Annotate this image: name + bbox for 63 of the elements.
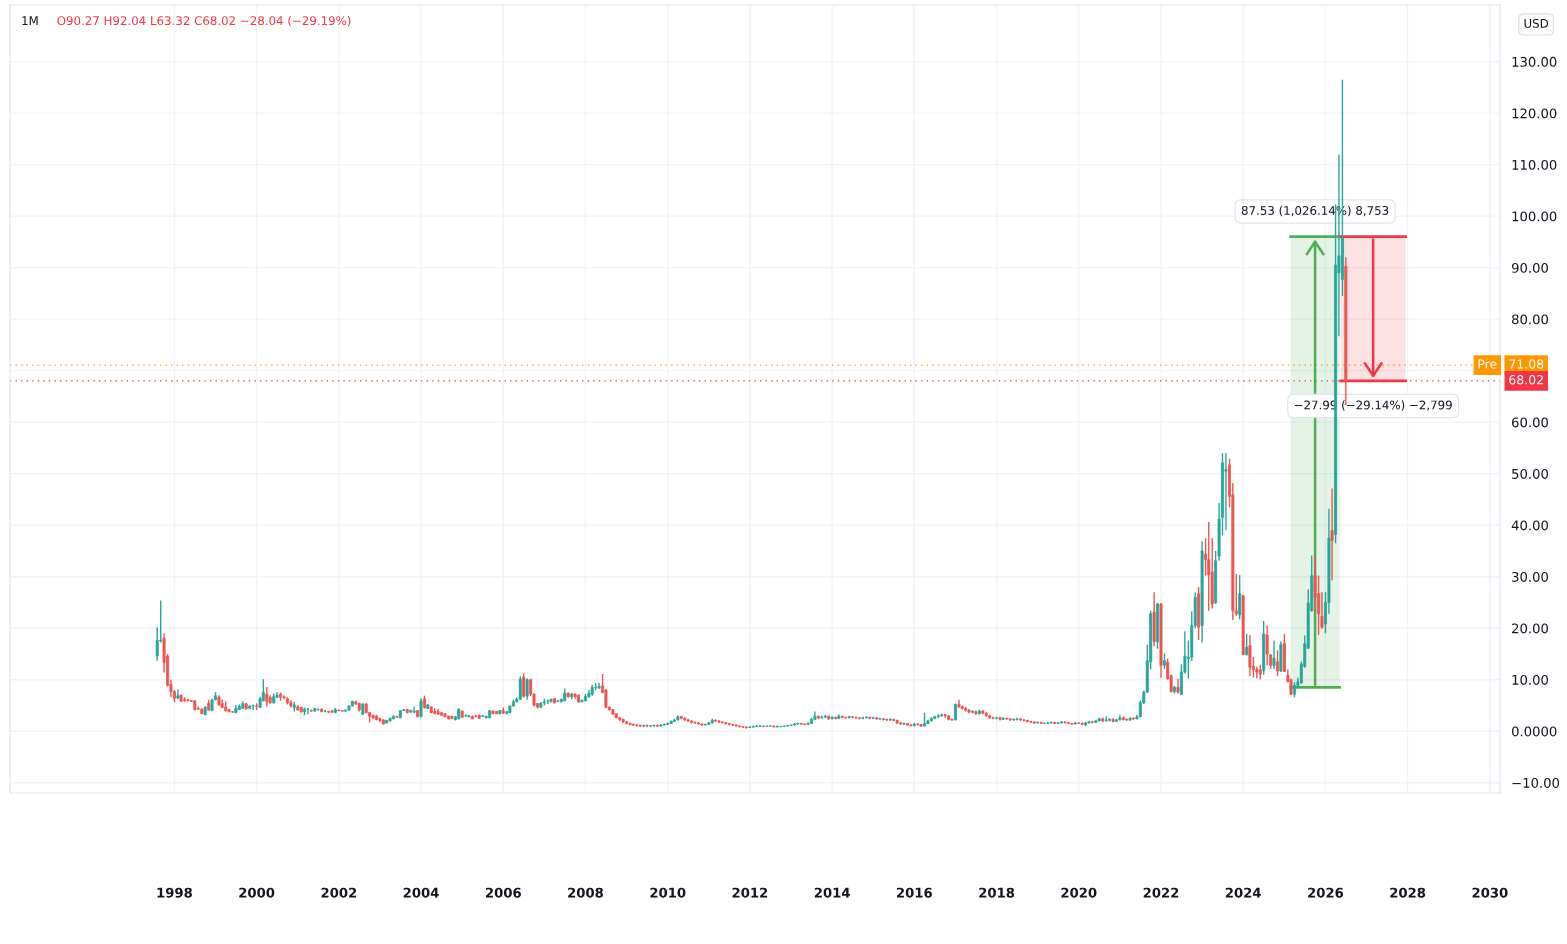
text: 68.02 [1509,375,1543,385]
x-tick-label: 2022 [1143,887,1179,898]
y-tick-label: 0.0000 [1511,726,1557,737]
candlestick [525,677,529,701]
x-tick-label: 2006 [485,887,521,898]
text: O90.27 H92.04 L63.32 C68.02 −28.04 (−29.19%) [57,15,351,27]
text: 1M [22,16,38,25]
candlestick [1173,685,1176,695]
candlestick [954,702,957,722]
y-tick-label: 60.00 [1512,417,1549,428]
y-tick-label: −10.00 [1512,777,1560,788]
x-tick-label: 2030 [1472,887,1508,898]
x-tick-label: 2008 [568,887,603,898]
x-tick-label: 1998 [157,887,192,898]
candlestick [1224,452,1228,532]
candlestick [1293,681,1296,698]
y-tick-label: 90.00 [1511,262,1549,273]
candlestick [553,697,556,705]
x-tick-label: 2002 [321,887,357,898]
y-tick-label: 20.00 [1512,623,1549,634]
y-tick-label: 40.00 [1511,520,1549,531]
y-tick-label: 100.00 [1512,211,1557,222]
y-tick-label: 10.00 [1512,674,1549,685]
candlestick [1156,602,1159,650]
candlestick [423,694,426,710]
x-tick-label: 2014 [814,887,850,898]
ref-line-label: Pre [1478,359,1497,369]
candlestick [1272,639,1276,670]
candlestick [518,675,522,701]
candlestick [1276,649,1279,677]
candlestick [231,710,234,714]
x-tick-label: 2004 [403,887,439,898]
y-axis-title: USD [1524,18,1549,28]
candlestick [971,709,974,714]
y-tick-label: 30.00 [1512,571,1549,582]
candlestick [440,710,443,717]
candlestick [1238,574,1242,621]
candlestick [738,724,741,729]
candlestick [762,724,765,728]
y-tick-label: 50.00 [1512,468,1549,479]
x-tick-label: 2016 [896,887,932,898]
x-tick-label: 2020 [1061,887,1097,898]
candlestick [1265,624,1269,666]
x-tick-label: 2028 [1390,887,1426,898]
x-tick-label: 2024 [1225,887,1261,898]
y-tick-label: 120.00 [1512,108,1557,119]
candlestick [447,715,450,721]
x-tick-label: 2000 [239,887,275,898]
y-tick-label: 110.00 [1512,159,1557,170]
candlestick [522,672,526,699]
candlestick [1163,652,1166,670]
x-tick-label: 2018 [979,887,1015,898]
x-tick-label: 2026 [1308,887,1344,898]
y-tick-label: 130.00 [1512,56,1557,67]
y-tick-label: 80.00 [1512,314,1549,325]
candlestick [1248,634,1252,677]
candlestick [176,688,180,700]
text: 71.08 [1509,359,1544,369]
candlestick [416,709,420,718]
x-tick-label: 2012 [732,887,768,898]
candlestick [1084,721,1087,727]
candlestick [1330,487,1334,581]
x-tick-label: 2010 [650,887,686,898]
